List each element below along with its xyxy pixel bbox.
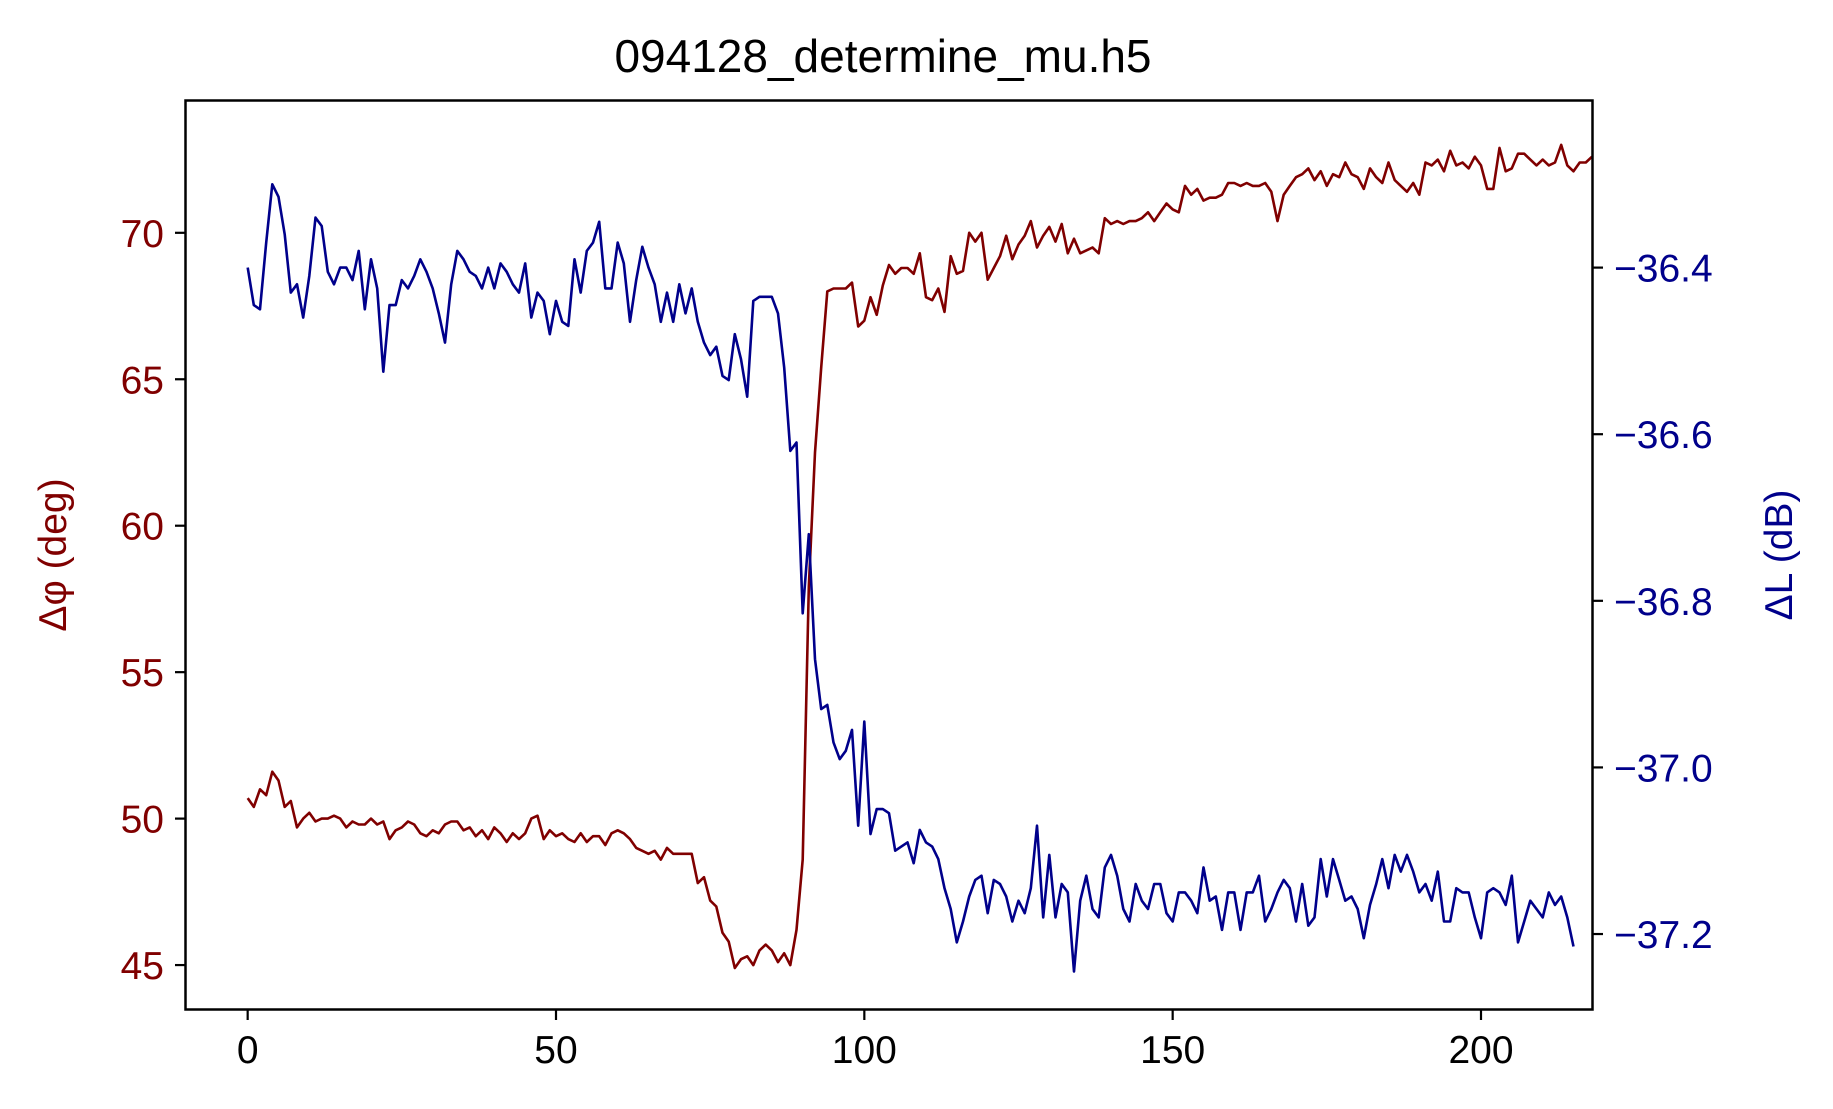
right-tick-label: −36.8 xyxy=(1614,581,1713,624)
series-line-left xyxy=(246,143,1593,970)
left-tick-label: 70 xyxy=(121,213,164,256)
plot-frame xyxy=(184,99,1594,1011)
left-tick-label: 60 xyxy=(121,506,164,549)
x-tick-label: 100 xyxy=(832,1029,897,1072)
left-tick-label: 45 xyxy=(121,945,164,988)
x-tick-label: 0 xyxy=(237,1029,259,1072)
x-tick-label: 150 xyxy=(1140,1029,1205,1072)
right-tick-label: −36.4 xyxy=(1614,248,1713,291)
right-tick-label: −37.0 xyxy=(1614,747,1713,790)
right-axis-label: ΔL (dB) xyxy=(1758,490,1801,621)
left-y-axis: 45 50 55 60 65 70 xyxy=(121,213,186,988)
x-tick-label: 50 xyxy=(534,1029,577,1072)
left-axis-label: Δφ (deg) xyxy=(32,478,75,631)
left-tick-label: 50 xyxy=(121,799,164,842)
x-tick-label: 200 xyxy=(1448,1029,1513,1072)
left-tick-label: 65 xyxy=(121,359,164,402)
series-line-right xyxy=(246,183,1575,973)
plot-series xyxy=(246,143,1593,973)
right-tick-label: −36.6 xyxy=(1614,414,1713,457)
left-tick-label: 55 xyxy=(121,652,164,695)
right-y-axis: −36.4 −36.6 −36.8 −37.0 −37.2 xyxy=(1592,248,1713,957)
x-axis: 0 50 100 150 200 xyxy=(237,1009,1514,1072)
right-tick-label: −37.2 xyxy=(1614,914,1713,957)
chart-title: 094128_determine_mu.h5 xyxy=(614,30,1151,82)
